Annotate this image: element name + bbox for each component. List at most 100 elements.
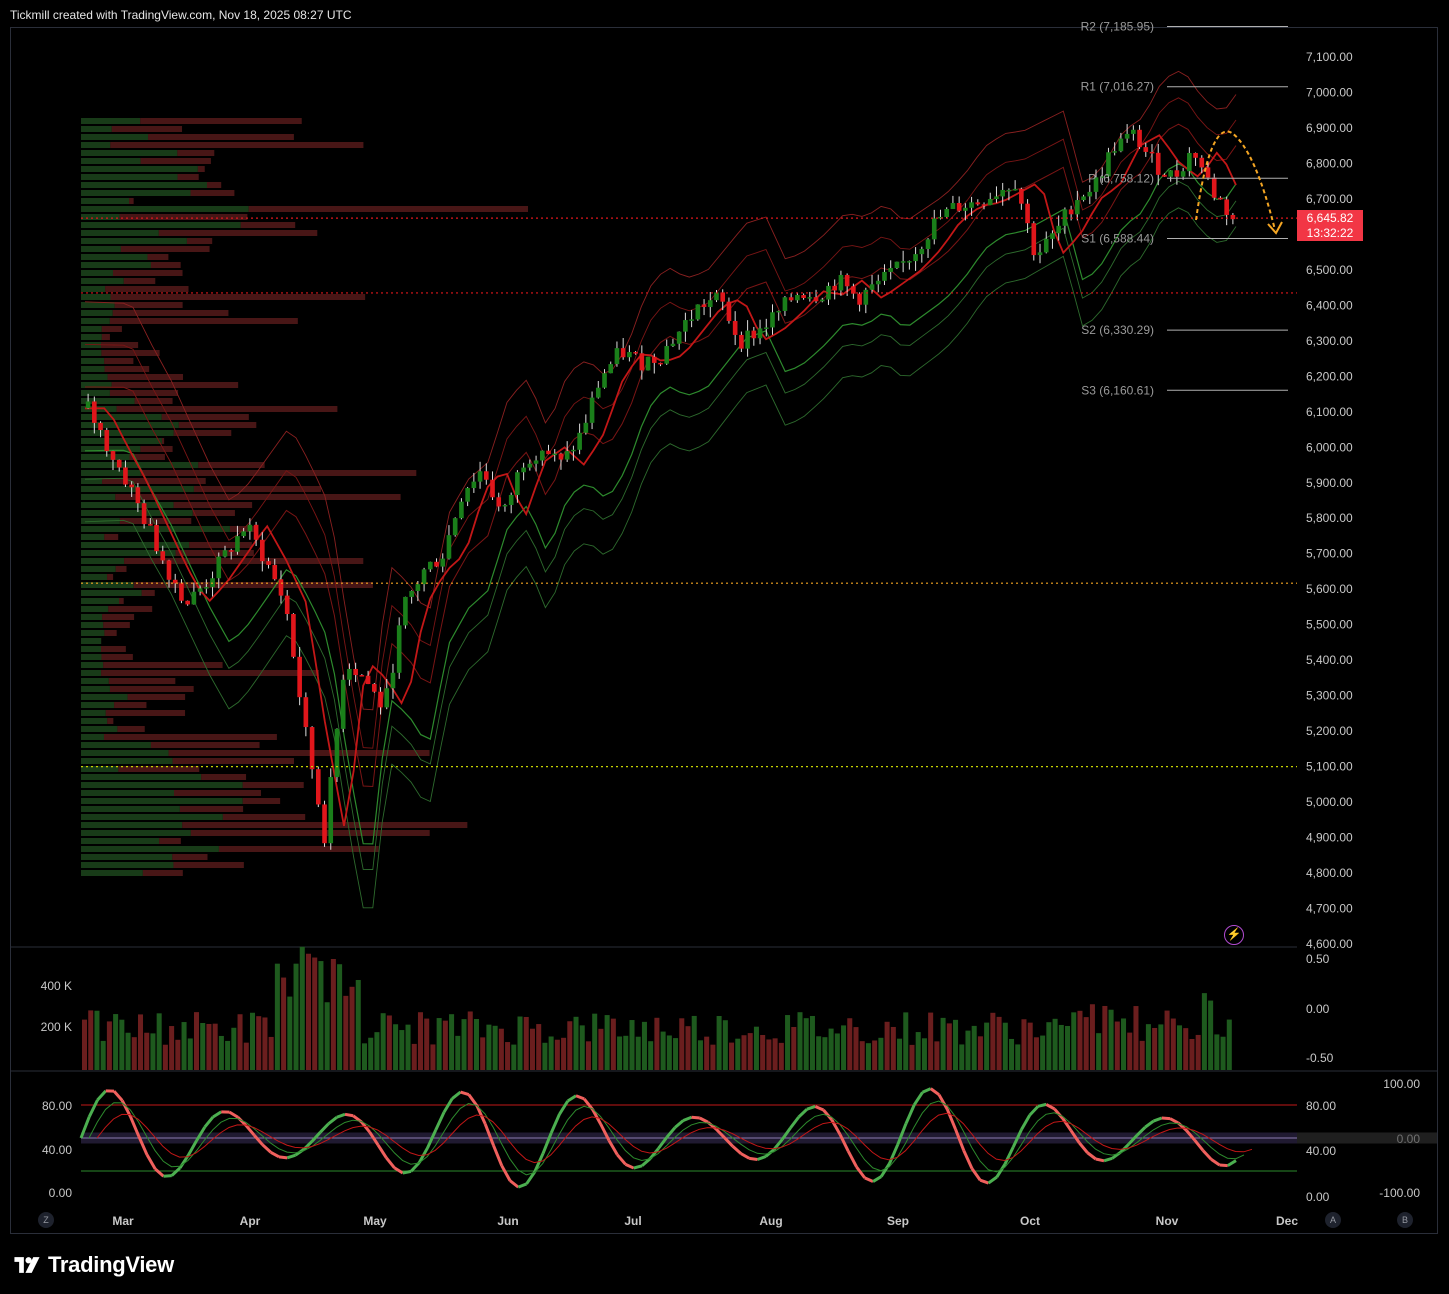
candle-body [645,356,651,371]
price-tick-label: 6,200.00 [1306,369,1353,383]
bar-countdown: 13:32:22 [1306,226,1354,240]
osc-line-segment [979,1178,989,1185]
volume-profile-bar [81,230,159,236]
volume-profile-bar [81,254,148,260]
osc-line-segment [781,1127,792,1141]
candle-body [316,769,321,805]
volume-bar [237,1014,243,1070]
volume-bar [697,1040,703,1070]
volume-bar [778,1042,784,1070]
osc-line-segment [1210,1158,1221,1167]
price-tick-label: 4,800.00 [1306,866,1353,880]
osc-line-segment [699,1116,709,1124]
candle-body [595,387,601,398]
osc-line-segment [806,1105,816,1111]
volume-bar [94,1010,100,1070]
volume-bar [797,1012,803,1070]
candle-body [396,625,402,673]
volume-profile-bar [81,774,202,780]
lightning-icon[interactable]: ⚡ [1224,925,1244,945]
candle-body [508,494,514,505]
volume-bar [735,1038,741,1070]
volume-profile-bar [140,158,211,164]
volume-profile-bar [81,830,191,836]
volume-bar [231,1027,237,1070]
candle-body [390,672,396,689]
volume-bar [193,1012,200,1070]
volume-bar [162,1044,168,1070]
volume-bar [455,1035,461,1070]
volume-bar [859,1041,865,1070]
volume-profile-bar [81,742,151,748]
candle-body [222,550,228,557]
time-tick-label: Mar [112,1214,134,1228]
osc-line-segment [270,1150,280,1159]
candle-body [160,551,166,561]
volume-profile-bar [222,814,306,820]
candle-body [421,569,427,585]
candle-body [1211,177,1217,198]
osc-line-segment [87,1099,99,1118]
candle-body [204,587,209,589]
volume-bar [1108,1009,1114,1070]
volume-bar [561,1037,567,1070]
volume-profile-bar [103,662,223,668]
price-tick-label: 4,900.00 [1306,831,1353,845]
osc-axis-label: 0.00 [1306,1190,1330,1204]
volume-bar [704,1036,710,1070]
candle-body [707,300,713,307]
volume-bar [679,1018,685,1070]
volume-bar [374,1032,380,1070]
volume-profile-bar [81,822,183,828]
volume-profile-bar [81,342,102,348]
volume-profile-bar [81,502,174,508]
osc-line-segment [336,1112,346,1119]
volume-profile-bar [81,358,105,364]
volume-profile-bar [109,318,298,324]
candle-body [546,450,551,455]
volume-bar [119,1019,125,1070]
candle-body [1199,157,1205,168]
candle-body [266,561,271,565]
price-tick-label: 7,100.00 [1306,50,1353,64]
volume-profile-bar [81,238,187,244]
candle-body [658,362,663,365]
volume-profile-bar [147,254,169,260]
candle-body [919,248,925,255]
candle-body [1075,200,1080,215]
volume-profile-bar [201,774,247,780]
candle-body [726,301,732,321]
candle-body [452,518,458,536]
candle-body [1230,214,1236,220]
volume-bar [318,961,324,1070]
candle-body [272,564,278,580]
osc-line-segment [558,1100,570,1115]
volume-profile-bar [102,614,135,620]
osc-line-segment [154,1167,165,1178]
volume-bar [897,1038,903,1070]
tradingview-logo[interactable]: TradingView [12,1252,174,1278]
volume-profile-bar [81,670,102,676]
volume-bar [828,1028,834,1070]
a-button[interactable]: A [1325,1212,1341,1228]
volume-bar [915,1032,921,1070]
volume-profile-bar [110,142,364,148]
osc-line-segment [409,1161,421,1173]
volume-bar [442,1020,448,1070]
b-button[interactable]: B [1397,1212,1413,1228]
candle-body [260,539,265,562]
candle-body [1099,176,1105,178]
osc-line-segment [888,1143,900,1165]
volume-profile-bar [81,870,143,876]
osc-line-segment [434,1111,446,1131]
volume-bar [1021,1019,1027,1070]
volume-profile-bar [108,606,153,612]
z-button[interactable]: Z [38,1212,54,1228]
candle-body [471,481,477,489]
price-tick-label: 6,900.00 [1306,121,1353,135]
osc-line-segment [879,1162,891,1178]
candle-body [714,292,719,301]
candle-body [533,460,539,464]
candle-body [1043,238,1049,253]
